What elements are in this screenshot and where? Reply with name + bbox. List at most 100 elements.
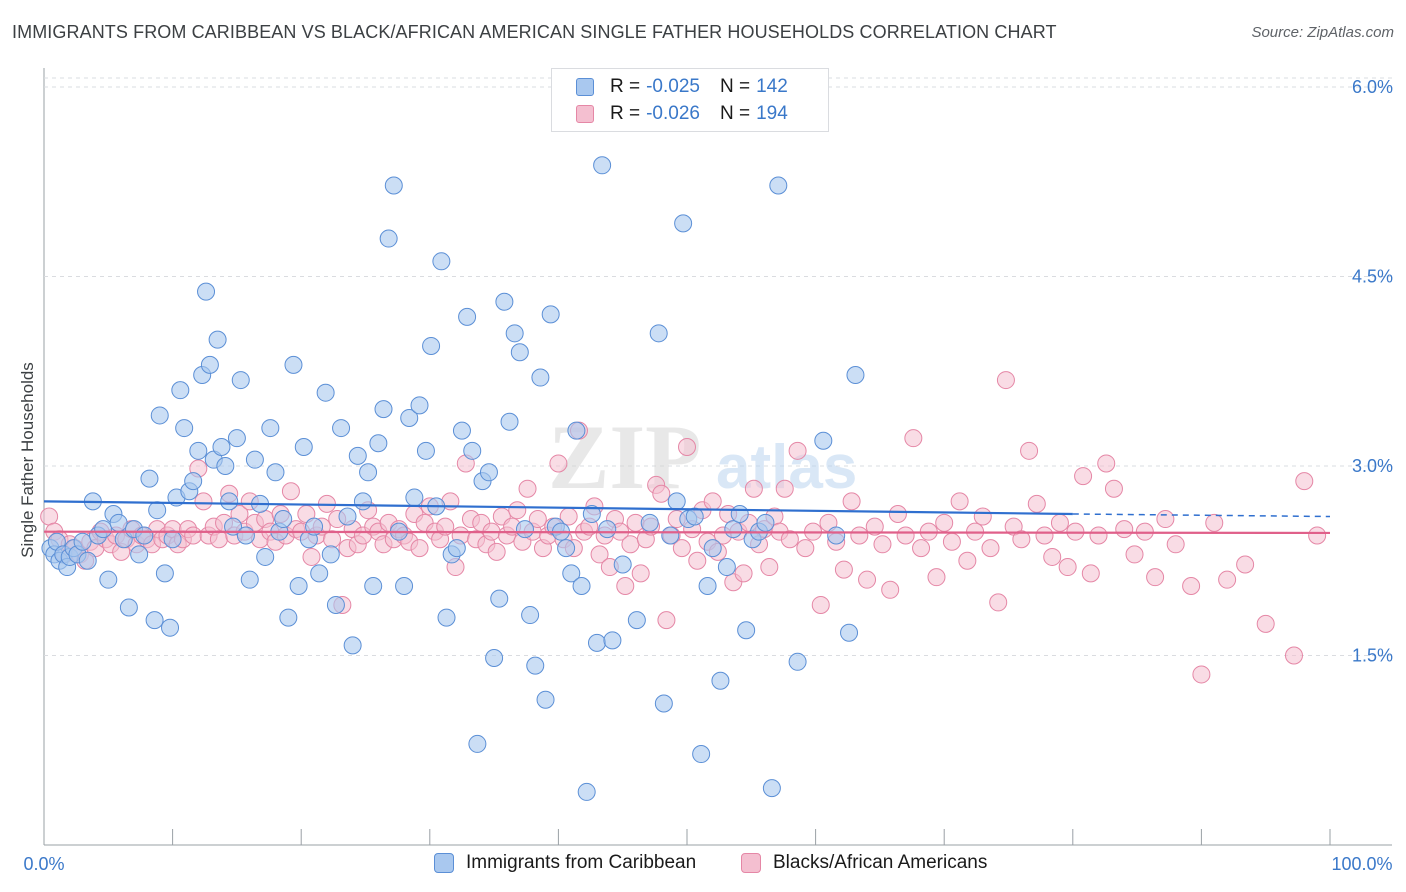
caribbean-point — [521, 606, 540, 625]
y-axis-label: Single Father Households — [18, 362, 37, 558]
black-american-point — [1192, 665, 1211, 684]
black-american-point — [631, 564, 650, 583]
caribbean-point — [640, 513, 659, 532]
black-american-point — [1256, 614, 1275, 633]
bottom-legend-swatch-pink — [741, 853, 761, 873]
caribbean-point — [220, 492, 239, 511]
black-american-point — [703, 492, 722, 511]
caribbean-point — [437, 608, 456, 627]
caribbean-point — [161, 618, 180, 637]
caribbean-point — [274, 510, 293, 529]
caribbean-point — [846, 366, 865, 385]
black-american-point — [1097, 454, 1116, 473]
black-american-point — [1027, 494, 1046, 513]
black-american-point — [436, 517, 455, 536]
black-american-point — [40, 507, 59, 526]
y-tick-label: 4.5% — [1352, 266, 1393, 286]
y-tick-label: 6.0% — [1352, 77, 1393, 97]
black-american-point — [549, 454, 568, 473]
black-american-point — [652, 484, 671, 503]
caribbean-point — [840, 623, 859, 642]
black-american-point — [209, 530, 228, 549]
black-american-point — [1081, 564, 1100, 583]
black-american-point — [834, 560, 853, 579]
caribbean-point — [261, 419, 280, 438]
caribbean-point — [567, 421, 586, 440]
bottom-legend-label-black: Blacks/African Americans — [773, 852, 988, 873]
bottom-legend-label-caribbean: Immigrants from Caribbean — [466, 852, 697, 873]
caribbean-point — [490, 589, 509, 608]
caribbean-point — [236, 526, 255, 545]
caribbean-point — [78, 551, 97, 570]
legend-r-label-1: R = — [610, 76, 641, 97]
caribbean-point — [410, 396, 429, 415]
caribbean-point — [405, 488, 424, 507]
caribbean-point — [321, 545, 340, 564]
caribbean-point — [661, 526, 680, 545]
caribbean-point — [175, 419, 194, 438]
black-american-point — [1050, 513, 1069, 532]
caribbean-point — [364, 577, 383, 595]
caribbean-point — [572, 577, 591, 595]
black-american-point — [1284, 646, 1303, 665]
caribbean-point — [577, 782, 596, 801]
caribbean-point — [531, 368, 550, 387]
black-american-point — [1182, 577, 1201, 595]
black-american-point — [1058, 558, 1077, 577]
caribbean-point — [667, 492, 686, 511]
caribbean-point — [603, 631, 622, 650]
black-american-point — [1156, 510, 1175, 529]
black-american-point — [744, 479, 763, 498]
caribbean-point — [463, 441, 482, 460]
caribbean-point — [130, 545, 149, 564]
legend-r-label-2: R = — [610, 103, 641, 124]
caribbean-point — [338, 507, 357, 526]
black-american-point — [323, 530, 342, 549]
black-american-point — [780, 530, 799, 549]
caribbean-point — [416, 441, 435, 460]
caribbean-point — [163, 530, 182, 549]
caribbean-point — [458, 307, 477, 326]
black-american-point — [518, 479, 537, 498]
caribbean-point — [717, 558, 736, 577]
caribbean-point — [698, 577, 717, 595]
black-american-point — [927, 568, 946, 587]
caribbean-point — [310, 564, 329, 583]
caribbean-point — [284, 355, 303, 374]
caribbean-point — [447, 539, 466, 558]
caribbean-point — [724, 520, 743, 539]
caribbean-point — [582, 504, 601, 523]
bottom-legend-black: Blacks/African Americans — [741, 852, 987, 874]
blue-points-layer — [41, 156, 865, 801]
caribbean-point — [654, 694, 673, 713]
caribbean-point — [711, 671, 730, 690]
caribbean-point — [756, 513, 775, 532]
caribbean-point — [109, 513, 128, 532]
legend-r-value-1: -0.025 — [646, 76, 700, 97]
chart-title: IMMIGRANTS FROM CARIBBEAN VS BLACK/AFRIC… — [12, 22, 1057, 42]
caribbean-point — [150, 406, 169, 425]
caribbean-point — [703, 539, 722, 558]
caribbean-point — [627, 611, 646, 630]
black-american-point — [865, 517, 884, 536]
caribbean-point — [73, 532, 92, 551]
caribbean-point — [266, 463, 285, 482]
black-american-point — [1074, 467, 1093, 486]
black-american-point — [1104, 479, 1123, 498]
black-american-point — [912, 539, 931, 558]
tick-labels-layer: 1.5% 3.0% 4.5% 6.0% 0.0% 100.0% — [23, 77, 1393, 874]
black-american-point — [616, 577, 635, 595]
black-american-point — [973, 507, 992, 526]
black-american-point — [590, 545, 609, 564]
black-american-point — [688, 551, 707, 570]
caribbean-point — [135, 526, 154, 545]
black-american-point — [1205, 513, 1224, 532]
black-american-point — [1236, 555, 1255, 574]
caribbean-point — [613, 555, 632, 574]
black-american-point — [858, 570, 877, 589]
black-american-point — [842, 492, 861, 511]
black-american-point — [811, 595, 830, 614]
legend-row-black: R = -0.026 N = 194 — [576, 102, 788, 126]
caribbean-point — [562, 564, 581, 583]
